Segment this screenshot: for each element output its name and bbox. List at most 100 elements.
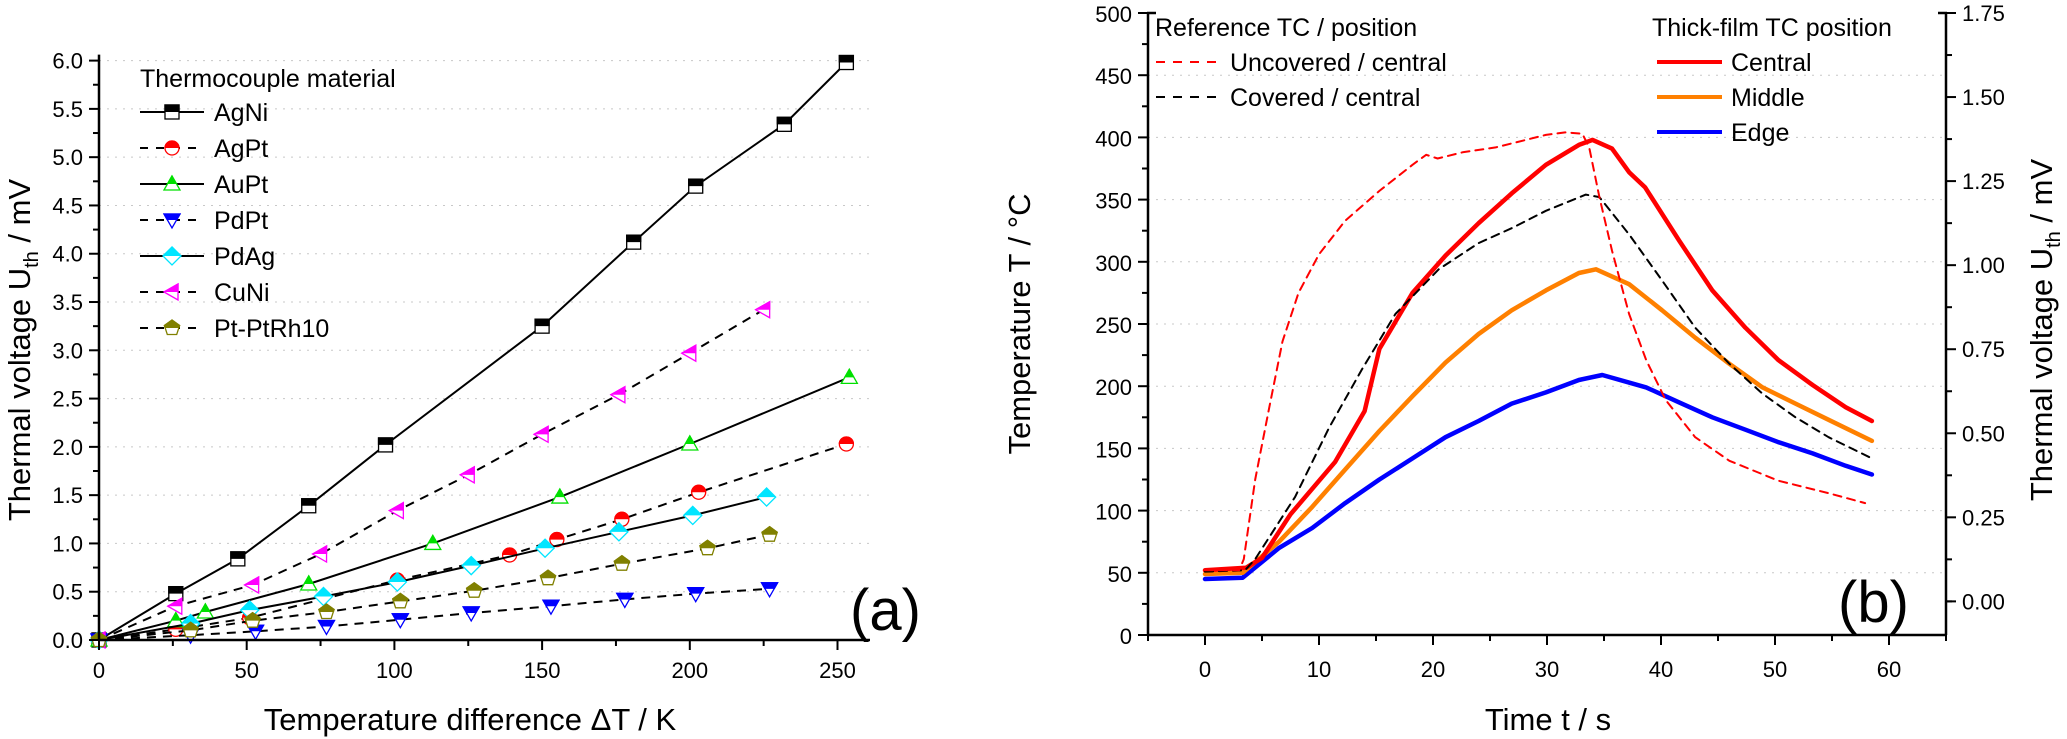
a-y-tick-label: 2.0 bbox=[52, 435, 83, 460]
a-legend: Thermocouple material AgNi AgPt AuPt PdPt Pd… bbox=[140, 65, 396, 343]
a-legend-label: PdAg bbox=[214, 243, 275, 271]
diamond-marker bbox=[180, 613, 201, 624]
b-y2-tick-label: 1.25 bbox=[1962, 169, 2005, 194]
triangle-left-marker bbox=[754, 300, 771, 310]
b-y-tick-label: 250 bbox=[1095, 313, 1132, 338]
b-legends: Reference TC / position Thick-film TC po… bbox=[1155, 14, 1892, 147]
a-legend-item-cuni: CuNi bbox=[140, 279, 270, 307]
a-x-axis-title: Temperature difference ΔT / K bbox=[264, 702, 677, 737]
a-point-aupt-6 bbox=[680, 434, 699, 451]
circle-marker bbox=[549, 531, 565, 540]
square-marker bbox=[776, 116, 792, 125]
square-marker bbox=[534, 318, 550, 327]
square-marker bbox=[838, 54, 855, 63]
a-legend-item-agni: AgNi bbox=[140, 99, 268, 127]
pentagon-marker bbox=[244, 611, 261, 621]
a-y-axis-title-main: Thermal voltage U bbox=[2, 268, 37, 521]
a-x-tick-label: 0 bbox=[93, 658, 105, 683]
b-legend-item-uncovered-central: Uncovered / central bbox=[1156, 49, 1447, 77]
b-curve-middle bbox=[1202, 267, 1875, 577]
pentagon-marker bbox=[318, 603, 335, 612]
a-legend-label: CuNi bbox=[214, 279, 270, 307]
a-series-cuni bbox=[89, 300, 771, 650]
a-point-agni-7 bbox=[688, 178, 704, 194]
triangle-left-marker bbox=[162, 282, 179, 292]
pentagon-marker bbox=[163, 319, 181, 328]
b-legend-left-title: Reference TC / position bbox=[1155, 14, 1417, 42]
a-point-aupt-3 bbox=[299, 574, 318, 591]
a-line-agni bbox=[98, 61, 848, 641]
a-point-pdag-2 bbox=[239, 600, 260, 620]
pentagon-marker bbox=[761, 525, 778, 535]
a-y-tick-label: 6.0 bbox=[52, 49, 83, 74]
a-point-pdpt-7 bbox=[615, 592, 634, 609]
circle-marker bbox=[164, 140, 180, 148]
a-legend-marker-pdpt bbox=[162, 213, 182, 230]
panel-b-temperature-time: 0501001502002503003504004505000.000.250.… bbox=[1002, 1, 2065, 737]
b-legend-label: Edge bbox=[1731, 119, 1789, 147]
a-series-group bbox=[89, 54, 859, 650]
a-point-pt-ptrh10-2 bbox=[244, 611, 261, 628]
b-legend-item-covered-central: Covered / central bbox=[1156, 84, 1420, 112]
b-curve-covered-central bbox=[1204, 193, 1873, 573]
a-point-pt-ptrh10-5 bbox=[465, 581, 483, 598]
a-legend-item-pdpt: PdPt bbox=[140, 207, 268, 235]
a-point-agni-2 bbox=[230, 551, 246, 567]
b-x-tick-label: 0 bbox=[1199, 657, 1211, 682]
b-legend-item-central: Central bbox=[1657, 49, 1812, 77]
a-point-agpt-8 bbox=[838, 436, 855, 452]
b-legend-item-edge: Edge bbox=[1657, 119, 1789, 147]
b-gridlines bbox=[1148, 74, 1946, 574]
b-y-tick-label: 500 bbox=[1095, 2, 1132, 27]
b-legend-label: Covered / central bbox=[1230, 84, 1420, 112]
triangle-up-marker bbox=[684, 434, 696, 444]
pentagon-marker bbox=[391, 592, 409, 602]
b-y2-axis-title-tail: / mV bbox=[2024, 159, 2059, 232]
a-y-tick-label: 2.5 bbox=[52, 387, 83, 412]
b-y2-tick-label: 0.75 bbox=[1962, 337, 2005, 362]
a-point-cuni-3 bbox=[311, 544, 328, 564]
a-point-pt-ptrh10-9 bbox=[761, 525, 778, 542]
diamond-marker bbox=[756, 487, 777, 498]
b-curve-edge bbox=[1202, 372, 1875, 582]
a-y-tick-label: 0.5 bbox=[52, 580, 83, 605]
b-y-tick-label: 200 bbox=[1095, 375, 1132, 400]
a-point-pdpt-5 bbox=[462, 606, 481, 623]
a-legend-label: PdPt bbox=[214, 207, 268, 235]
triangle-down-marker bbox=[462, 606, 481, 613]
triangle-down-marker bbox=[760, 582, 779, 589]
diamond-marker bbox=[387, 572, 408, 583]
b-x-axis-title: Time t / s bbox=[1485, 702, 1611, 737]
pentagon-marker bbox=[699, 539, 716, 549]
a-line-pt-ptrh10 bbox=[98, 533, 770, 641]
a-line-pdpt bbox=[98, 587, 770, 641]
a-point-aupt-2 bbox=[196, 602, 215, 619]
b-legend-right-title: Thick-film TC position bbox=[1652, 14, 1892, 42]
a-point-pdag-4 bbox=[387, 572, 408, 592]
square-marker bbox=[301, 498, 317, 506]
b-y2-tick-label: 1.75 bbox=[1962, 1, 2005, 26]
a-point-pt-ptrh10-1 bbox=[182, 621, 199, 638]
diamond-marker bbox=[313, 586, 334, 597]
a-legend-label: AgNi bbox=[214, 99, 268, 127]
a-point-pdag-8 bbox=[682, 505, 703, 526]
a-y-tick-label: 5.5 bbox=[52, 97, 83, 122]
a-point-pt-ptrh10-3 bbox=[318, 603, 335, 620]
b-series-group bbox=[1202, 131, 1875, 582]
a-panel-label: (a) bbox=[850, 578, 921, 643]
triangle-left-marker bbox=[680, 344, 697, 354]
square-marker bbox=[626, 234, 642, 243]
a-x-tick-label: 100 bbox=[376, 658, 413, 683]
a-point-pdag-6 bbox=[535, 538, 555, 559]
a-x-tick-label: 250 bbox=[819, 658, 856, 683]
a-point-agpt-4 bbox=[501, 547, 518, 563]
triangle-up-marker bbox=[844, 368, 855, 378]
diamond-marker bbox=[239, 600, 260, 611]
square-marker bbox=[230, 551, 246, 559]
a-axes: 0.0 0.5 1.0 1.5 2.0 2.5 3.0 3.5 4.0 4.5 5.0 5.5 6.0 0… bbox=[52, 49, 870, 683]
a-point-cuni-2 bbox=[243, 575, 260, 595]
a-point-pdag-7 bbox=[608, 521, 629, 542]
circle-marker bbox=[614, 511, 630, 520]
pentagon-marker bbox=[613, 554, 631, 564]
